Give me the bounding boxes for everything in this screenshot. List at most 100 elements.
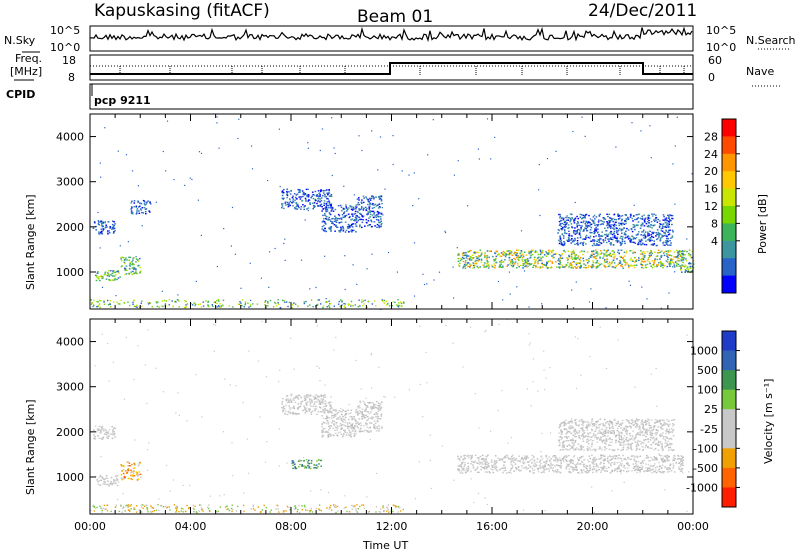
scatter-cell [597, 262, 599, 264]
scatter-cell [133, 206, 135, 208]
scatter-cell [355, 216, 357, 219]
scatter-cell [672, 163, 674, 165]
scatter-cell [128, 462, 131, 464]
scatter-cell [529, 465, 532, 467]
scatter-cell [563, 460, 565, 463]
scatter-cell [546, 261, 548, 264]
scatter-cell [569, 217, 571, 220]
scatter-cell [375, 196, 377, 198]
scatter-cell [532, 249, 534, 252]
scatter-cell [281, 192, 284, 194]
scatter-cell [174, 300, 176, 303]
scatter-cell [139, 257, 141, 260]
scatter-cell [530, 263, 532, 265]
scatter-cell [653, 220, 656, 222]
scatter-cell [117, 277, 120, 279]
scatter-cell [381, 202, 383, 205]
scatter-cell [598, 244, 601, 246]
scatter-cell [575, 264, 578, 266]
scatter-cell [644, 237, 646, 239]
scatter-cell [347, 409, 349, 412]
scatter-cell [569, 213, 572, 215]
scatter-cell [457, 465, 460, 467]
scatter-cell [672, 456, 675, 459]
scatter-cell [499, 458, 501, 460]
scatter-cell [216, 122, 218, 124]
scatter-cell [295, 196, 297, 199]
scatter-cell [659, 223, 661, 225]
scatter-cell [324, 227, 326, 230]
scatter-cell [373, 413, 376, 415]
scatter-cell [547, 253, 549, 255]
scatter-cell [607, 254, 609, 256]
scatter-cell [607, 249, 609, 251]
scatter-cell [504, 461, 506, 463]
scatter-cell [463, 252, 465, 254]
scatter-cell [571, 422, 574, 424]
scatter-cell [579, 266, 581, 268]
scatter-cell [329, 405, 332, 408]
scatter-cell [604, 440, 606, 442]
scatter-cell [340, 217, 343, 220]
scatter-cell [347, 427, 349, 429]
scatter-cell [598, 265, 600, 267]
scatter-cell [368, 207, 371, 209]
scatter-cell [560, 438, 562, 441]
scatter-cell [666, 261, 669, 263]
scatter-cell [599, 256, 601, 258]
scatter-cell [514, 463, 517, 465]
scatter-cell [464, 261, 467, 264]
scatter-cell [622, 444, 625, 446]
scatter-cell [502, 467, 505, 469]
scatter-cell [655, 419, 657, 421]
scatter-cell [539, 465, 541, 467]
scatter-cell [109, 303, 111, 305]
scatter-cell [328, 190, 330, 192]
scatter-cell [288, 401, 290, 404]
scatter-cell [689, 254, 692, 256]
scatter-cell [368, 402, 370, 404]
scatter-cell [649, 430, 652, 432]
scatter-cell [352, 207, 355, 209]
scatter-cell [600, 439, 602, 441]
scatter-cell [604, 470, 606, 472]
scatter-cell [130, 263, 133, 265]
scatter-cell [346, 423, 349, 425]
scatter-cell [557, 263, 560, 265]
scatter-cell [564, 232, 566, 235]
scatter-cell [303, 395, 306, 397]
scatter-cell [377, 405, 379, 407]
scatter-cell [121, 479, 123, 481]
scatter-cell [95, 274, 97, 277]
scatter-cell [565, 456, 568, 459]
scatter-cell [654, 422, 656, 424]
scatter-cell [279, 186, 281, 188]
scatter-cell [665, 432, 667, 434]
scatter-cell [603, 418, 606, 421]
scatter-cell [359, 208, 362, 211]
scatter-cell [531, 467, 534, 469]
scatter-cell [552, 253, 555, 256]
scatter-cell [296, 198, 298, 200]
scatter-cell [315, 199, 317, 202]
scatter-cell [624, 214, 627, 216]
scatter-cell [633, 423, 636, 426]
scatter-cell [541, 263, 544, 266]
scatter-cell [653, 224, 655, 227]
scatter-cell [339, 299, 342, 301]
scatter-cell [302, 204, 304, 206]
scatter-cell [349, 303, 351, 306]
scatter-cell [524, 457, 527, 459]
scatter-cell [604, 266, 606, 268]
scatter-cell [281, 190, 284, 192]
scatter-cell [304, 197, 307, 200]
scatter-cell [327, 417, 330, 419]
scatter-cell [630, 241, 633, 243]
scatter-cell [587, 236, 590, 239]
scatter-cell [102, 229, 104, 232]
scatter-cell [478, 471, 480, 473]
scatter-cell [283, 242, 285, 244]
scatter-cell [464, 267, 467, 269]
scatter-cell [680, 260, 683, 262]
scatter-cell [380, 427, 383, 429]
